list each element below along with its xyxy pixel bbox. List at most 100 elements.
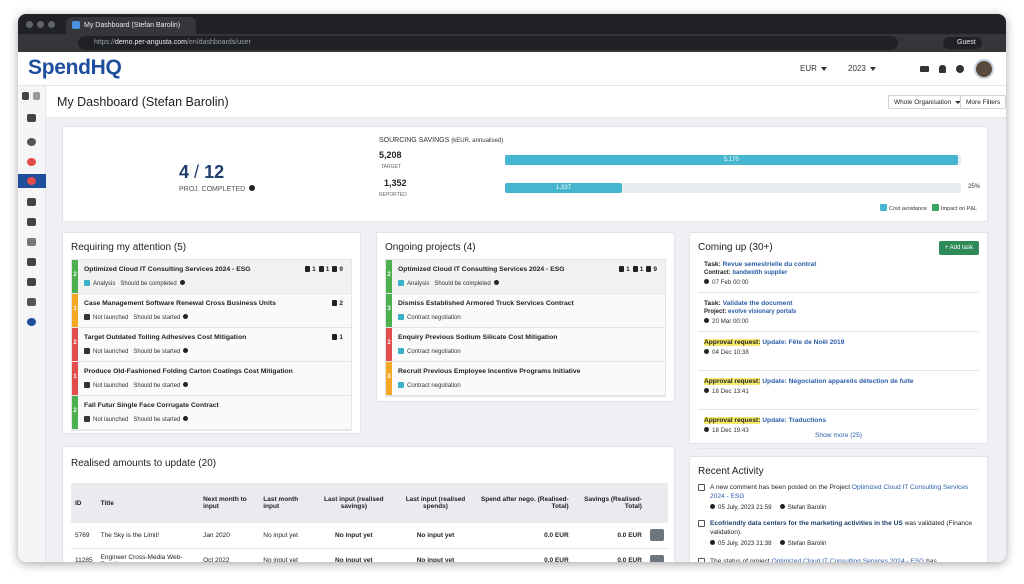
project-item[interactable]: 1 Case Management Software Renewal Cross … bbox=[72, 294, 351, 328]
project-item[interactable]: 1 Produce Old-Fashioned Folding Carton Co… bbox=[72, 362, 351, 396]
show-more[interactable]: Show more (25) bbox=[815, 432, 862, 439]
page-title-bar: My Dashboard (Stefan Barolin) Whole Orga… bbox=[46, 86, 1006, 118]
browser-tab[interactable]: My Dashboard (Stefan Barolin) bbox=[66, 17, 196, 34]
status: Not launched bbox=[93, 349, 129, 355]
separator: / bbox=[194, 162, 200, 182]
active-nav[interactable] bbox=[18, 174, 46, 188]
help-icon[interactable] bbox=[493, 280, 499, 285]
factory-icon[interactable] bbox=[27, 278, 36, 286]
status-line: Not launched Should be started bbox=[84, 382, 347, 389]
legend: Cost avoidance Impact on P&L bbox=[875, 204, 977, 212]
window-button[interactable] bbox=[37, 21, 44, 28]
project-title: Produce Old-Fashioned Folding Carton Coa… bbox=[84, 368, 293, 375]
help-icon[interactable] bbox=[183, 348, 189, 353]
help-icon[interactable] bbox=[183, 416, 189, 421]
alert-icon[interactable] bbox=[27, 158, 36, 166]
item-body: Dismiss Established Armored Truck Servic… bbox=[398, 300, 661, 321]
collapse-icon[interactable] bbox=[27, 114, 36, 122]
profile-icon[interactable] bbox=[27, 318, 36, 326]
project-item[interactable]: 2 Target Outdated Tolling Adhesives Cost … bbox=[72, 328, 351, 362]
reported-value: 1,352 bbox=[384, 178, 407, 188]
project-item[interactable]: 3 Recruit Previous Employee Incentive Pro… bbox=[386, 362, 665, 396]
link-icon[interactable] bbox=[27, 238, 36, 246]
document-icon[interactable] bbox=[27, 258, 36, 266]
filter-icon[interactable] bbox=[27, 198, 36, 206]
completion: 4 / 12 bbox=[179, 162, 224, 183]
count-icon bbox=[646, 266, 652, 272]
help-icon[interactable] bbox=[249, 185, 256, 191]
caret bbox=[820, 66, 827, 71]
item-title: Validate the document bbox=[722, 300, 793, 307]
next-step: Should be started bbox=[133, 349, 181, 355]
text-part: was bbox=[902, 520, 919, 527]
project-item[interactable]: 2 Fall Futur Single Face Corrugate Contra… bbox=[72, 396, 351, 430]
add-task-button[interactable]: + Add task bbox=[938, 241, 979, 255]
share-icon[interactable] bbox=[27, 298, 36, 306]
upcoming-item[interactable]: Task: Validate the document Project: evol… bbox=[698, 298, 979, 332]
window-button[interactable] bbox=[48, 21, 55, 28]
text-part: new comment bbox=[715, 484, 757, 491]
status: Not launched bbox=[93, 383, 129, 389]
next-step: Should be completed bbox=[120, 281, 177, 287]
project-item[interactable]: 2 Enquiry Previous Sodium Silicate Cost M… bbox=[386, 328, 665, 362]
profile-button[interactable]: Guest bbox=[943, 37, 982, 49]
project-title: Recruit Previous Employee Incentive Prog… bbox=[398, 368, 581, 375]
context: evolve visionary portals bbox=[728, 309, 797, 315]
help-icon[interactable] bbox=[183, 314, 189, 319]
upcoming-item[interactable]: Approval request: Update: Négociation ap… bbox=[698, 376, 979, 410]
window-button[interactable] bbox=[26, 21, 33, 28]
status-icon bbox=[84, 314, 90, 320]
avatar[interactable] bbox=[974, 59, 994, 79]
status-line: Contract negotiation bbox=[398, 348, 661, 355]
text-part[interactable]: Optimized Cloud IT Consulting Services 2… bbox=[771, 558, 925, 562]
bell-icon[interactable] bbox=[939, 65, 946, 73]
clock-icon bbox=[710, 540, 715, 545]
item-body: Optimized Cloud IT Consulting Services 2… bbox=[84, 266, 347, 287]
project-item[interactable]: 3 Dismiss Established Armored Truck Servi… bbox=[386, 294, 665, 328]
table-cell: No input yet bbox=[394, 548, 477, 562]
realised-table: ID Title Next month to input Last month inp… bbox=[71, 483, 668, 562]
table-cell: No input yet bbox=[259, 523, 313, 549]
status-icon bbox=[398, 280, 404, 286]
project-item[interactable]: 2 Optimized Cloud IT Consulting Services … bbox=[386, 260, 665, 294]
year-select[interactable]: 2023 bbox=[848, 64, 876, 73]
upcoming-item[interactable]: Task: Revue semestrielle du contrat Contr… bbox=[698, 259, 979, 293]
status-icon bbox=[84, 280, 90, 286]
date: 07 Feb 00:00 bbox=[712, 279, 749, 286]
scope-select[interactable]: Whole Organisation bbox=[888, 95, 968, 109]
context-label: Project: bbox=[704, 309, 727, 315]
search-icon[interactable] bbox=[27, 138, 36, 146]
edit-button[interactable] bbox=[649, 529, 664, 542]
next-step: Should be started bbox=[133, 315, 181, 321]
url-scheme: https:// bbox=[94, 39, 116, 46]
table-cell: 11285 bbox=[71, 548, 97, 562]
upcoming-item[interactable]: Approval request: Update: Traductions 18 … bbox=[698, 415, 979, 449]
menu-icon[interactable] bbox=[920, 66, 929, 72]
filters-button[interactable]: More Filters bbox=[960, 95, 1006, 109]
home-icon[interactable] bbox=[22, 92, 29, 100]
text-part[interactable]: Optimized Cloud IT Consulting Services 2… bbox=[710, 484, 969, 500]
help-icon[interactable] bbox=[183, 382, 189, 387]
item-counts: 2 bbox=[329, 300, 343, 307]
currency: EUR bbox=[800, 64, 817, 73]
folder-icon[interactable] bbox=[27, 218, 36, 226]
activity-text: A new comment has been posted on the Pro… bbox=[710, 483, 979, 501]
status: Contract negotiation bbox=[407, 349, 461, 355]
project-item[interactable]: 2 Optimized Cloud IT Consulting Services … bbox=[72, 260, 351, 294]
edit-button[interactable] bbox=[649, 554, 664, 562]
settings-icon[interactable] bbox=[33, 92, 40, 100]
item-body: Fall Futur Single Face Corrugate Contrac… bbox=[84, 402, 347, 423]
text-part: A bbox=[710, 484, 716, 491]
item-date: 07 Feb 00:00 bbox=[704, 279, 979, 286]
column-header: Last input (realised savings) bbox=[312, 483, 395, 523]
logo[interactable]: SpendHQ bbox=[28, 56, 122, 79]
count: 9 bbox=[653, 266, 657, 273]
url-field[interactable]: https://demo.per-angusta.com/en/dashboar… bbox=[78, 36, 898, 50]
help-icon[interactable] bbox=[179, 280, 185, 285]
upcoming-item[interactable]: Approval request: Update: Fête de Noël 2… bbox=[698, 337, 979, 371]
status-icon bbox=[84, 382, 90, 388]
status: Contract negotiation bbox=[407, 383, 461, 389]
help-icon[interactable] bbox=[956, 65, 964, 73]
currency-select[interactable]: EUR bbox=[800, 64, 827, 73]
